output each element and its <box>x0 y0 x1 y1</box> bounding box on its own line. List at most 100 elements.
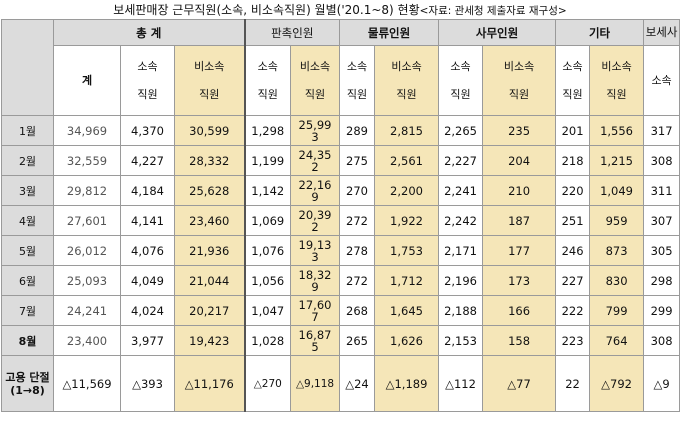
month-label: 8월 <box>1 325 54 356</box>
subheader-label: 직원 <box>508 87 530 101</box>
subheader-label: 소속 <box>346 59 368 73</box>
table-cell: 959 <box>589 205 645 236</box>
change-row: 고용 단절 (1→8) △11,569 △393 △11,176 △270 △9… <box>1 355 680 412</box>
table-cell: 20,217 <box>174 295 245 326</box>
table-cell: 265 <box>339 325 376 356</box>
table-cell: 25,628 <box>174 175 245 206</box>
table-cell: 1,142 <box>243 175 291 206</box>
table-cell: 218 <box>555 145 591 176</box>
table-cell: 1,047 <box>243 295 291 326</box>
subheader-promo-sosok: 소속 직원 <box>243 45 291 116</box>
subheader-label: 직원 <box>137 87 158 101</box>
change-cell: △11,176 <box>174 355 245 412</box>
table-cell: 34,969 <box>53 115 121 146</box>
table-cell: 32,559 <box>53 145 121 176</box>
table-cell: 21,044 <box>174 265 245 296</box>
table-cell: 799 <box>589 295 645 326</box>
month-label: 2월 <box>1 145 54 176</box>
group-header-other: 기타 <box>555 19 645 46</box>
change-cell: △270 <box>243 355 291 412</box>
group-header-bonded: 보세사 <box>643 19 680 46</box>
table-cell: 308 <box>643 145 680 176</box>
subheader-other-bisosok: 비소속 직원 <box>589 45 645 116</box>
table-cell: 268 <box>339 295 376 326</box>
table-cell: 2,171 <box>438 235 484 266</box>
table-cell: 307 <box>643 205 680 236</box>
table-cell: 2,200 <box>374 175 440 206</box>
subheader-total: 계 <box>53 45 121 116</box>
table-cell: 1,753 <box>374 235 440 266</box>
table-cell: 873 <box>589 235 645 266</box>
table-cell: 223 <box>555 325 591 356</box>
table-cell: 18,329 <box>289 265 341 296</box>
change-cell: △112 <box>438 355 484 412</box>
table-body: 1월 34,969 4,370 30,599 1,298 25,993 289 2,815 2,… <box>1 115 680 356</box>
subheader-label: 직원 <box>257 87 278 101</box>
month-label: 5월 <box>1 235 54 266</box>
change-cell: △9,118 <box>289 355 341 412</box>
group-header-logistics: 물류인원 <box>339 19 440 46</box>
table-cell: 204 <box>482 145 557 176</box>
table-cell: 311 <box>643 175 680 206</box>
table-row: 4월 27,601 4,141 23,460 1,069 20,392 272 1,922 2,… <box>1 205 680 236</box>
subheader-total-sosok: 소속 직원 <box>120 45 175 116</box>
table-cell: 246 <box>555 235 591 266</box>
change-cell: △77 <box>482 355 557 412</box>
table-cell: 2,196 <box>438 265 484 296</box>
title-main: 보세판매장 근무직원(소속, 비소속직원) 월별('20.1~8) 현황 <box>113 3 420 17</box>
table-row: 6월 25,093 4,049 21,044 1,056 18,329 272 1,712 2,… <box>1 265 680 296</box>
table-cell: 16,875 <box>289 325 341 356</box>
table-cell: 4,141 <box>120 205 175 236</box>
month-label: 6월 <box>1 265 54 296</box>
subheader-label: 비소속 <box>391 59 422 73</box>
month-label: 4월 <box>1 205 54 236</box>
table-cell: 20,392 <box>289 205 341 236</box>
table-cell: 1,199 <box>243 145 291 176</box>
table-cell: 19,133 <box>289 235 341 266</box>
subheader-office-sosok: 소속 직원 <box>438 45 484 116</box>
subheader-label: 직원 <box>606 87 627 101</box>
table-cell: 1,712 <box>374 265 440 296</box>
table-cell: 299 <box>643 295 680 326</box>
table-cell: 222 <box>555 295 591 326</box>
table-cell: 4,370 <box>120 115 175 146</box>
change-cell: △24 <box>339 355 376 412</box>
table-cell: 2,153 <box>438 325 484 356</box>
table-cell: 289 <box>339 115 376 146</box>
subheader-label: 직원 <box>562 87 583 101</box>
month-label: 3월 <box>1 175 54 206</box>
table-cell: 1,056 <box>243 265 291 296</box>
subheader-logistics-bisosok: 비소속 직원 <box>374 45 440 116</box>
table-cell: 317 <box>643 115 680 146</box>
table-cell: 1,215 <box>589 145 645 176</box>
month-label: 7월 <box>1 295 54 326</box>
table-cell: 166 <box>482 295 557 326</box>
table-cell: 270 <box>339 175 376 206</box>
subheader-promo-bisosok: 비소속 직원 <box>289 45 341 116</box>
table-cell: 764 <box>589 325 645 356</box>
table-cell: 4,024 <box>120 295 175 326</box>
table-cell: 275 <box>339 145 376 176</box>
table-cell: 2,815 <box>374 115 440 146</box>
subheader-label: 직원 <box>346 87 368 101</box>
change-cell: △11,569 <box>53 355 121 412</box>
subheader-office-bisosok: 비소속 직원 <box>482 45 557 116</box>
table-cell: 158 <box>482 325 557 356</box>
change-cell: △393 <box>120 355 175 412</box>
table-cell: 2,241 <box>438 175 484 206</box>
table-row: 3월 29,812 4,184 25,628 1,142 22,169 270 2,200 2,… <box>1 175 680 206</box>
table-cell: 1,049 <box>589 175 645 206</box>
table-cell: 25,093 <box>53 265 121 296</box>
table-cell: 28,332 <box>174 145 245 176</box>
table-cell: 19,423 <box>174 325 245 356</box>
table-cell: 1,645 <box>374 295 440 326</box>
table-cell: 23,460 <box>174 205 245 236</box>
subheader-label: 소속 <box>651 73 672 87</box>
table-row: 8월 23,400 3,977 19,423 1,028 16,875 265 1,626 2,… <box>1 325 680 356</box>
table-cell: 4,184 <box>120 175 175 206</box>
table-cell: 26,012 <box>53 235 121 266</box>
table-cell: 1,076 <box>243 235 291 266</box>
table-cell: 1,556 <box>589 115 645 146</box>
employee-table: 총 계 판촉인원 물류인원 사무인원 기타 보세사 계 소속 직원 비소속 직원 소… <box>1 19 680 412</box>
